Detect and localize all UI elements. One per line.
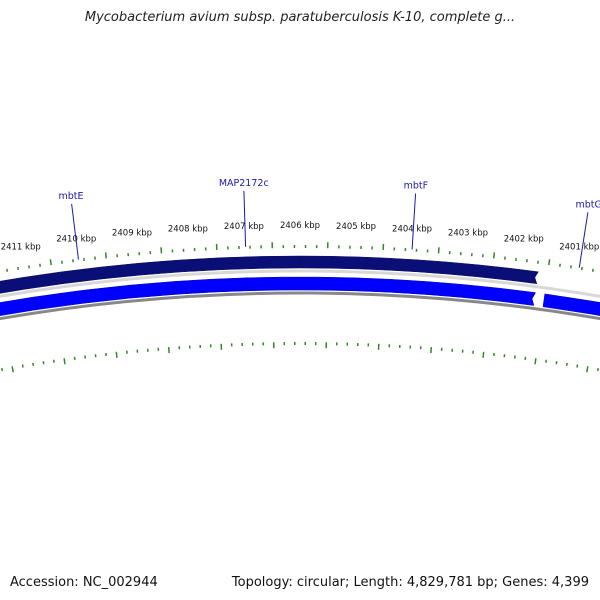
reverse-gene-feature	[174, 277, 249, 295]
gene-label: MAP2172c	[219, 178, 269, 189]
inner-ruler-tick	[586, 366, 589, 373]
accession-text: Accession: NC_002944	[10, 575, 158, 590]
ruler-label: 2408 kbp	[168, 224, 208, 234]
reverse-gene-feature	[245, 276, 537, 306]
forward-gene-feature	[299, 255, 539, 285]
ruler-label: 2403 kbp	[448, 229, 488, 239]
gene-leader-line	[71, 203, 79, 260]
genome-summary-text: Topology: circular; Length: 4,829,781 bp…	[231, 575, 589, 590]
inner-ruler-tick	[534, 358, 537, 365]
inner-ruler-tick	[482, 351, 485, 358]
inner-ruler-tick	[115, 351, 118, 358]
ruler-label: 2404 kbp	[392, 224, 432, 234]
ruler-label: 2411 kbp	[1, 242, 41, 252]
ruler-tick	[492, 252, 496, 259]
gene-labels-layer: mbtE MAP2172c mbtF mbtG	[59, 178, 600, 268]
inner-ruler-tick	[1, 367, 4, 372]
ruler-label: 2401 kbp	[559, 242, 599, 252]
gene-leader-line	[243, 190, 247, 247]
gene-leader-line	[411, 193, 417, 250]
ruler-label: 2405 kbp	[336, 222, 376, 232]
inner-ruler-tick	[596, 367, 599, 372]
ruler-tick	[104, 252, 108, 259]
gene-label: mbtG	[575, 199, 600, 210]
ruler-ticks-layer	[1, 242, 599, 373]
inner-ruler-tick	[11, 366, 14, 373]
ruler-label: 2402 kbp	[504, 235, 544, 245]
map-title: Mycobacterium avium subsp. paratuberculo…	[84, 10, 516, 25]
reverse-gene-feature	[542, 293, 600, 316]
ruler-label: 2407 kbp	[224, 222, 264, 232]
gene-features-layer	[0, 255, 600, 316]
inner-ruler-tick	[63, 358, 66, 365]
gene-label: mbtF	[404, 181, 428, 192]
ruler-tick	[548, 259, 551, 266]
ruler-label: 2409 kbp	[112, 229, 152, 239]
gene-leader-line	[578, 212, 589, 268]
gene-label: mbtE	[59, 191, 84, 202]
ruler-label: 2406 kbp	[280, 221, 320, 231]
backbone-inner-line	[0, 291, 600, 321]
ruler-tick	[49, 259, 52, 266]
